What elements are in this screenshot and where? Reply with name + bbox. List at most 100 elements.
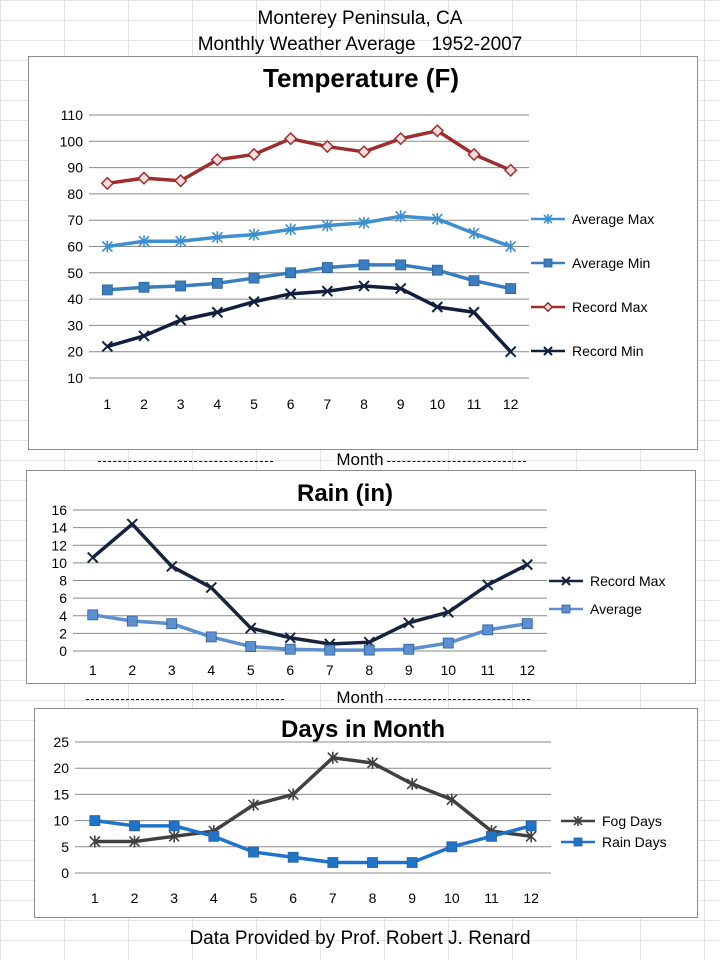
point-average-4 — [205, 631, 217, 643]
point-record-max-2 — [126, 518, 138, 530]
rain-chart-panel[interactable]: Rain (in) 0 2 4 6 8 10 12 14 16 1 2 3 4 5 6 7 8 9 10 11 12 Rec… — [26, 470, 696, 684]
point-average-min-12 — [505, 283, 517, 294]
point-average-11 — [482, 624, 494, 636]
point-average-max-4 — [211, 231, 223, 244]
point-fog-days-10 — [446, 793, 458, 806]
point-average-12 — [521, 618, 533, 630]
point-fog-days-2 — [128, 835, 141, 848]
temperature-chart-panel[interactable]: Temperature (F) 10 20 30 40 50 60 70 80 90 100 110 1… — [28, 56, 698, 450]
x-tick-label-3: 3 — [177, 396, 185, 412]
point-average-max-11 — [468, 227, 480, 240]
x-tick-label-9: 9 — [408, 890, 416, 906]
x-tick-label-8: 8 — [365, 662, 373, 678]
point-record-max-11 — [482, 579, 494, 591]
y-tick-label-60: 60 — [67, 239, 83, 255]
point-rain-days-3 — [168, 820, 180, 832]
legend-entry-record-min: Record Min — [531, 343, 644, 359]
point-record-min-11 — [468, 306, 480, 318]
legend-entry-fog-days: Fog Days — [561, 813, 662, 829]
series-record-max — [87, 518, 533, 650]
y-tick-label-5: 5 — [61, 839, 69, 855]
days-chart-panel[interactable]: Days in Month 0 5 10 15 20 25 1 2 3 4 5 6 7 8 9 10 11 12 Fo… — [34, 708, 698, 918]
point-rain-days-7 — [327, 857, 339, 868]
x-tick-label-2: 2 — [131, 890, 139, 906]
y-tick-label-8: 8 — [59, 573, 67, 589]
series-line-average-min — [107, 263, 512, 292]
y-tick-label-0: 0 — [59, 643, 67, 659]
point-average-min-9 — [395, 259, 407, 271]
series-fog-days — [89, 751, 537, 848]
point-average-max-12 — [505, 240, 517, 253]
x-tick-label-5: 5 — [250, 890, 258, 906]
point-record-min-6 — [284, 288, 297, 300]
point-average-5 — [245, 641, 257, 652]
y-tick-label-6: 6 — [59, 590, 67, 606]
point-record-max-11 — [467, 147, 481, 162]
point-average-max-7 — [321, 219, 333, 232]
legend-marker-average-max — [543, 214, 553, 224]
point-average-min-7 — [321, 262, 333, 273]
legend-label-average-max: Average Max — [572, 211, 654, 227]
legend-entry-record-max: Record Max — [549, 573, 665, 589]
x-tick-label-6: 6 — [286, 662, 294, 678]
point-record-max-6 — [284, 632, 296, 644]
x-tick-label-4: 4 — [210, 890, 218, 906]
x-tick-label-9: 9 — [397, 396, 405, 412]
x-tick-label-8: 8 — [360, 396, 368, 412]
legend-label-record-max: Record Max — [572, 299, 647, 315]
point-average-7 — [324, 644, 336, 656]
point-record-max-8 — [357, 145, 371, 159]
point-record-min-12 — [504, 345, 517, 358]
legend-label-record-max: Record Max — [590, 573, 665, 589]
y-tick-label-0: 0 — [61, 865, 69, 881]
point-average-min-1 — [101, 284, 113, 296]
legend-label-average-min: Average Min — [572, 255, 650, 271]
series-line-record-max — [91, 522, 529, 646]
header-subtitle: Monthly Weather Average 1952-2007 — [197, 34, 523, 55]
y-tick-label-2: 2 — [59, 625, 67, 641]
x-tick-label-12: 12 — [519, 662, 535, 678]
x-tick-label-12: 12 — [503, 396, 519, 412]
x-tick-label-5: 5 — [250, 396, 258, 412]
y-tick-label-80: 80 — [67, 186, 83, 202]
point-fog-days-12 — [525, 830, 537, 843]
series-line-average — [92, 613, 528, 652]
series-record-min — [101, 280, 517, 358]
x-tick-label-7: 7 — [326, 662, 334, 678]
point-record-max-1 — [100, 176, 115, 191]
point-average-max-6 — [285, 223, 297, 236]
point-rain-days-5 — [248, 846, 259, 858]
x-tick-label-10: 10 — [430, 396, 446, 412]
rain-x-axis-label: Month — [334, 688, 386, 707]
legend-marker-record-max — [561, 576, 571, 586]
point-average-9 — [403, 643, 415, 655]
month-dash-left-2 — [86, 699, 284, 700]
series-line-record-max — [107, 129, 512, 186]
point-rain-days-11 — [486, 830, 497, 842]
series-average — [87, 609, 533, 656]
y-tick-label-30: 30 — [67, 317, 83, 333]
legend-entry-average: Average — [549, 601, 642, 617]
point-record-max-3 — [166, 560, 178, 573]
point-average-max-1 — [101, 240, 113, 253]
point-average-2 — [126, 615, 138, 627]
point-average-3 — [166, 618, 178, 630]
legend-label-average: Average — [590, 601, 642, 617]
point-record-max-4 — [210, 152, 225, 167]
legend-marker-record-min — [543, 346, 553, 356]
x-tick-label-9: 9 — [405, 662, 413, 678]
series-line-rain-days — [94, 818, 532, 865]
x-tick-label-11: 11 — [467, 396, 482, 412]
x-tick-label-4: 4 — [213, 396, 221, 412]
point-record-max-10 — [430, 124, 445, 138]
series-average-max — [101, 210, 517, 253]
point-average-max-3 — [175, 235, 187, 248]
point-record-min-2 — [138, 330, 150, 342]
point-average-max-10 — [431, 212, 443, 225]
chart-title: Days in Month — [281, 716, 445, 743]
data-credit: Data Provided by Prof. Robert J. Renard — [189, 928, 531, 949]
legend-entry-rain-days: Rain Days — [561, 834, 667, 850]
point-average-min-10 — [431, 264, 443, 276]
x-tick-label-5: 5 — [247, 662, 255, 678]
